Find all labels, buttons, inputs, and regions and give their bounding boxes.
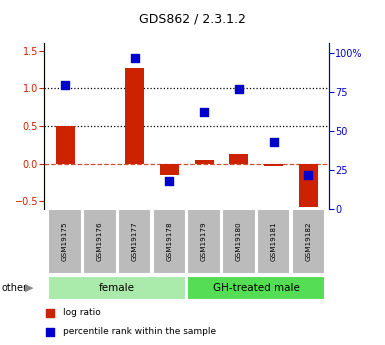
Bar bbox=[49, 276, 186, 300]
Text: female: female bbox=[99, 283, 135, 293]
Text: GSM19181: GSM19181 bbox=[271, 222, 276, 261]
Text: GSM19182: GSM19182 bbox=[305, 222, 311, 261]
Bar bbox=[299, 164, 318, 207]
Text: ▶: ▶ bbox=[25, 283, 33, 293]
Text: GSM19178: GSM19178 bbox=[166, 222, 172, 261]
Point bbox=[236, 229, 242, 234]
Text: log ratio: log ratio bbox=[63, 308, 100, 317]
Bar bbox=[187, 276, 325, 300]
Bar bbox=[118, 209, 151, 274]
Bar bbox=[222, 209, 256, 274]
Text: GH-treated male: GH-treated male bbox=[213, 283, 300, 293]
Point bbox=[62, 82, 68, 87]
Text: GDS862 / 2.3.1.2: GDS862 / 2.3.1.2 bbox=[139, 12, 246, 26]
Point bbox=[305, 172, 311, 177]
Bar bbox=[49, 209, 82, 274]
Bar bbox=[194, 160, 214, 164]
Point bbox=[236, 87, 242, 92]
Text: other: other bbox=[2, 283, 28, 293]
Bar bbox=[125, 68, 144, 164]
Bar bbox=[292, 209, 325, 274]
Bar bbox=[187, 209, 221, 274]
Point bbox=[132, 56, 138, 61]
Text: GSM19177: GSM19177 bbox=[132, 222, 137, 261]
Bar bbox=[83, 209, 117, 274]
Text: GSM19175: GSM19175 bbox=[62, 222, 68, 261]
Text: GSM19176: GSM19176 bbox=[97, 222, 103, 261]
Bar bbox=[153, 209, 186, 274]
Point bbox=[166, 178, 172, 184]
Text: percentile rank within the sample: percentile rank within the sample bbox=[63, 327, 216, 336]
Point bbox=[271, 139, 277, 145]
Bar bbox=[229, 154, 248, 164]
Point bbox=[236, 59, 242, 65]
Bar bbox=[160, 164, 179, 175]
Bar bbox=[55, 126, 75, 164]
Text: GSM19179: GSM19179 bbox=[201, 222, 207, 261]
Text: GSM19180: GSM19180 bbox=[236, 222, 242, 261]
Bar bbox=[257, 209, 290, 274]
Bar bbox=[264, 164, 283, 166]
Point bbox=[201, 110, 207, 115]
